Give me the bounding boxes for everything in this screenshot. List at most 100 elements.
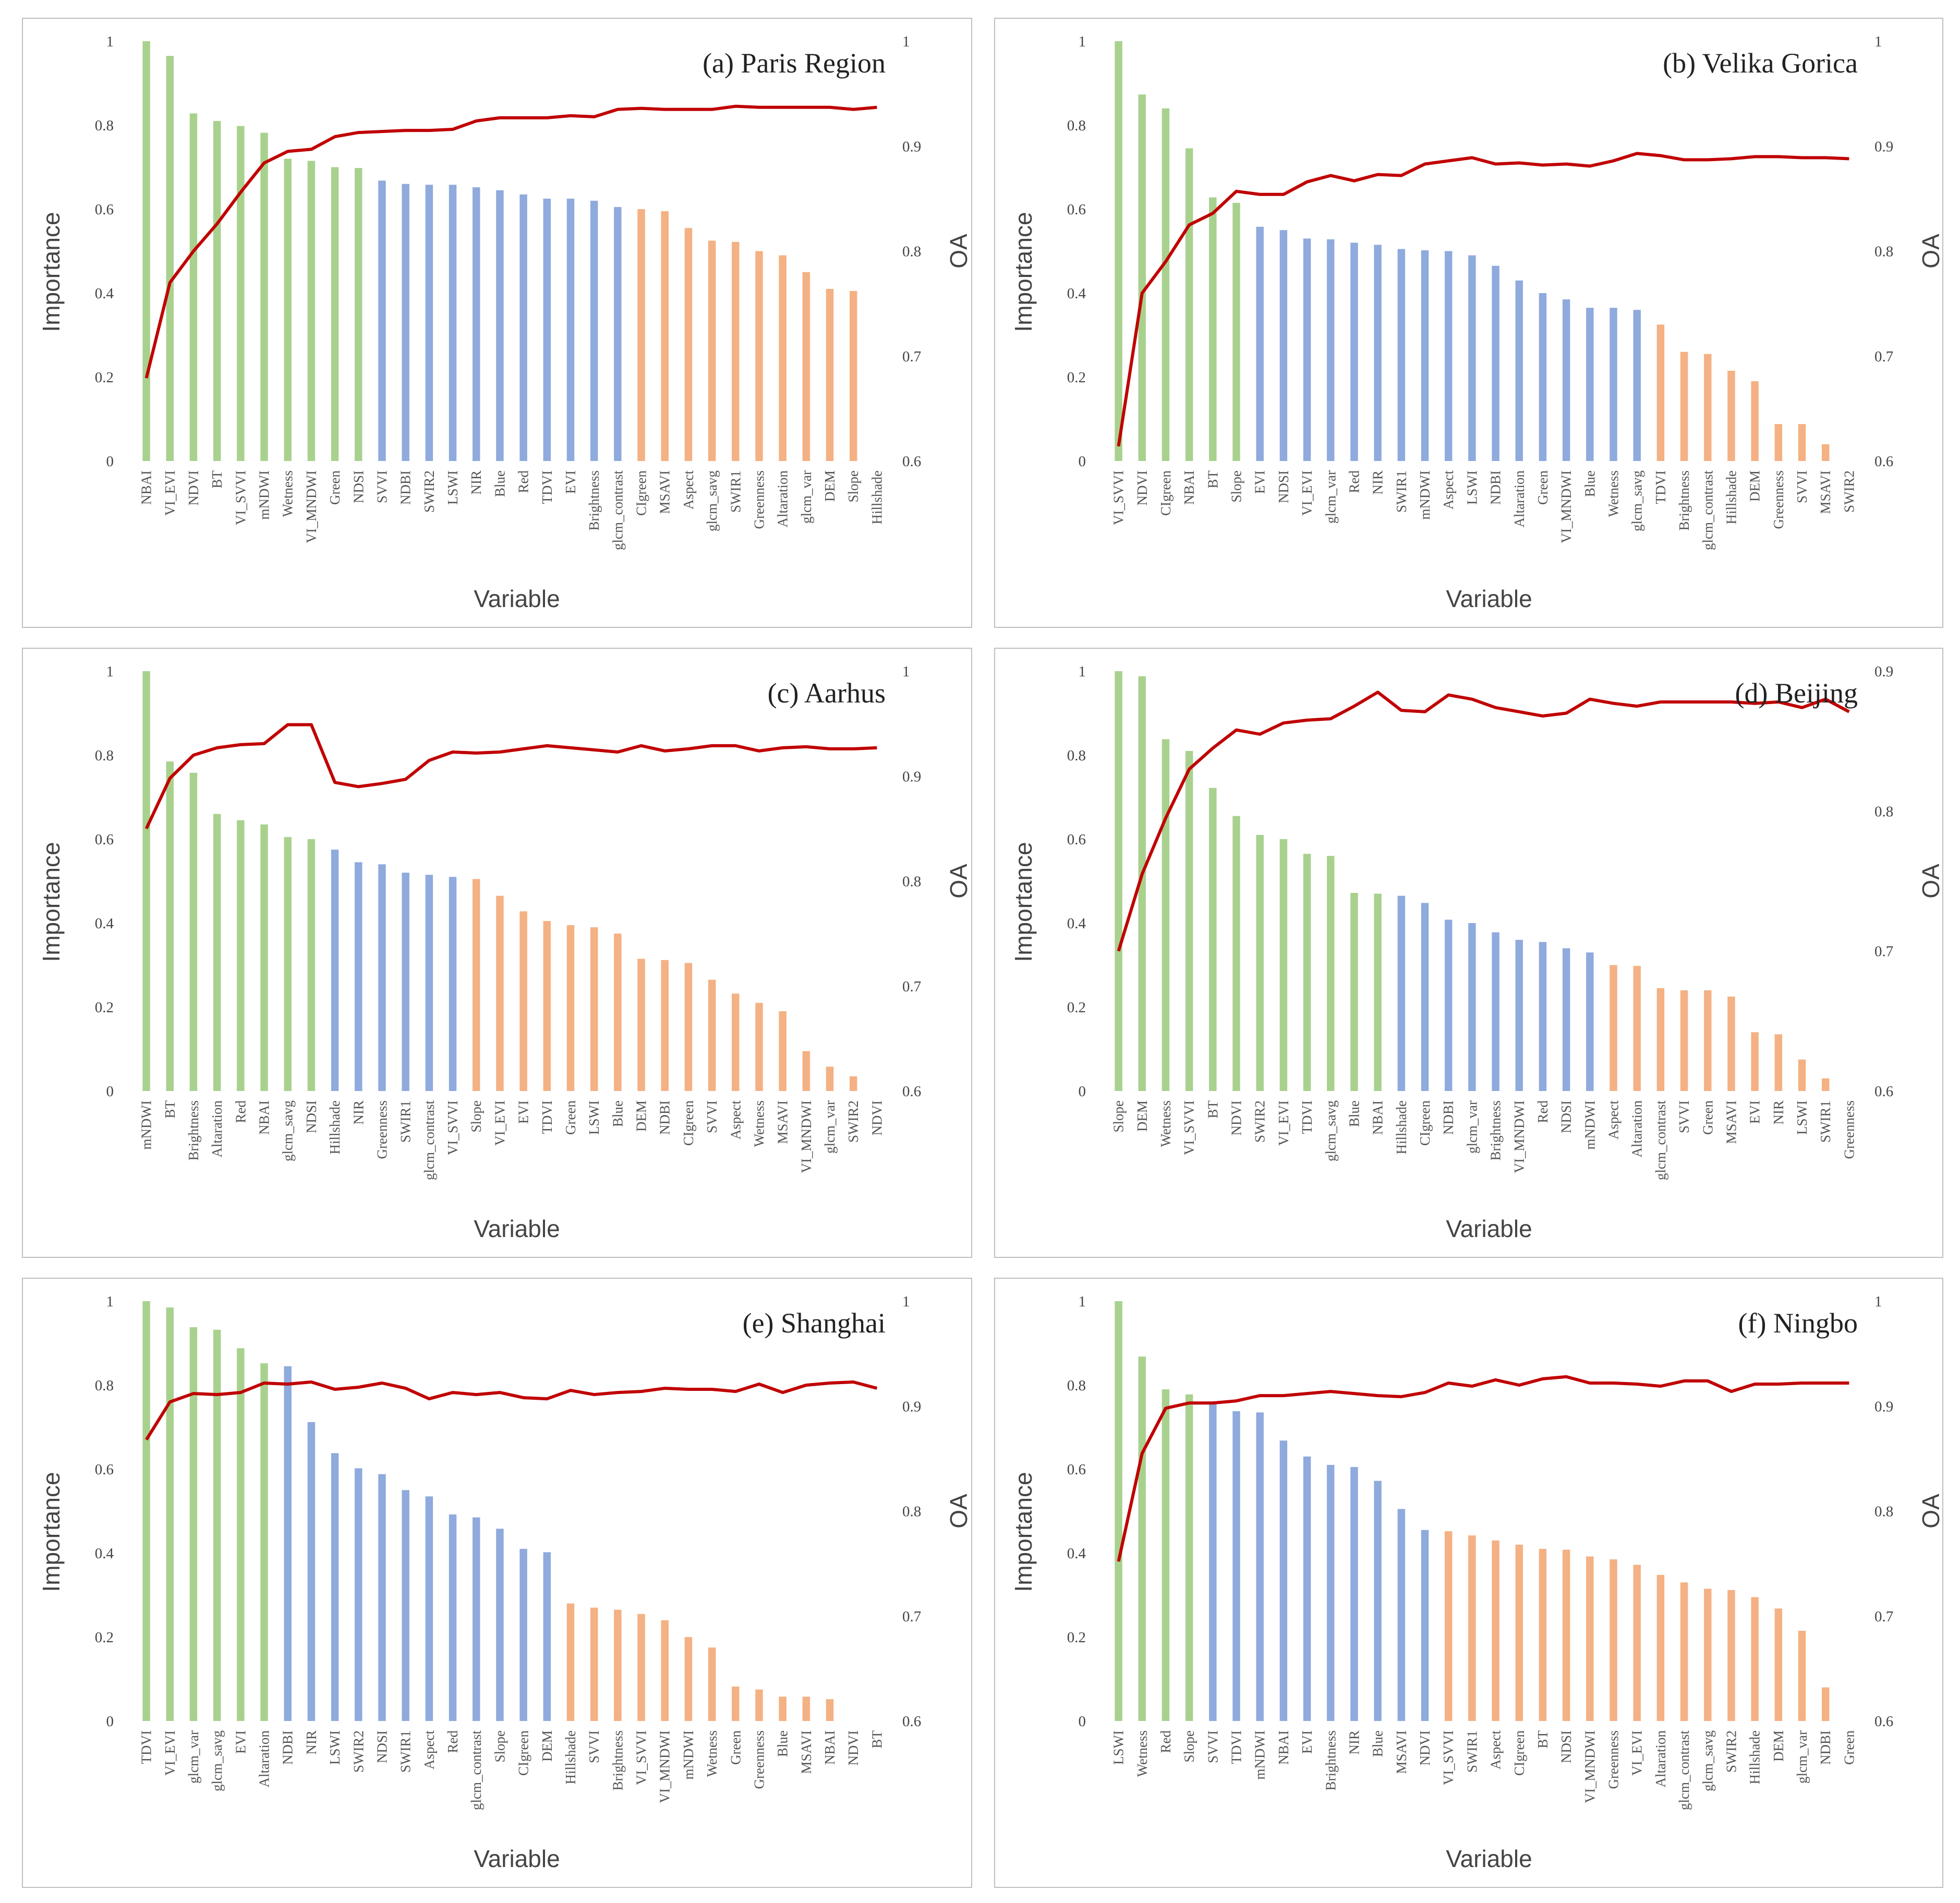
y-tick-label: 0.6	[95, 201, 114, 218]
category-label: Hillshade	[1747, 1730, 1763, 1784]
importance-bar	[142, 1301, 150, 1721]
y2-tick-label: 1	[902, 33, 910, 50]
category-label: VI_SVVI	[233, 470, 248, 525]
importance-bar	[1115, 1301, 1122, 1721]
category-label: Red	[445, 1730, 461, 1753]
y-tick-label: 0.6	[1067, 1461, 1086, 1478]
x-axis-title: Variable	[474, 1845, 560, 1872]
category-label: Red	[516, 470, 531, 493]
importance-bar	[1539, 1548, 1547, 1721]
importance-bar	[1209, 1404, 1217, 1721]
category-label: NBAI	[1276, 1730, 1291, 1765]
importance-bar	[307, 839, 316, 1091]
category-label: Blue	[1346, 1100, 1362, 1127]
category-label: SWIR2	[350, 1730, 366, 1773]
importance-bar	[189, 1327, 198, 1721]
category-label: DEM	[1134, 1100, 1150, 1132]
category-label: NDSI	[304, 1100, 319, 1133]
category-label: Brightness	[610, 1730, 625, 1791]
importance-bar	[590, 200, 598, 461]
category-label: LSWI	[1111, 1730, 1127, 1765]
importance-bar	[1798, 1059, 1806, 1091]
y-tick-label: 0	[106, 453, 114, 470]
category-label: NDVI	[845, 1730, 861, 1766]
category-label: SWIR2	[1841, 470, 1857, 513]
category-label: Green	[1700, 1100, 1715, 1135]
category-label: VI_MNDWI	[657, 1730, 673, 1803]
x-axis-title: Variable	[1446, 585, 1532, 612]
category-label: DEM	[634, 1100, 649, 1132]
importance-bar	[1303, 238, 1311, 461]
y2-tick-label: 1	[902, 663, 910, 680]
importance-bar	[402, 184, 409, 461]
category-label: EVI	[1299, 1730, 1315, 1754]
importance-bar	[284, 159, 292, 461]
importance-bar	[1209, 787, 1217, 1091]
category-label: VI_MNDWI	[1582, 1730, 1598, 1803]
importance-bar	[260, 1363, 268, 1721]
importance-bar	[331, 1453, 339, 1721]
importance-bar	[1444, 251, 1453, 461]
category-label: Aspect	[681, 470, 696, 510]
importance-bar	[637, 959, 645, 1091]
importance-bar	[1633, 310, 1641, 461]
importance-bar	[519, 1548, 527, 1721]
importance-bar	[1350, 893, 1358, 1091]
importance-bar	[1421, 250, 1429, 461]
category-label: Greenness	[374, 1100, 390, 1159]
category-label: Slope	[1111, 1100, 1127, 1133]
category-label: VI_MNDWI	[1511, 1100, 1527, 1173]
category-label: Altaration	[1511, 470, 1527, 528]
category-label: glcm_var	[822, 1100, 838, 1154]
category-label: Aspect	[1441, 470, 1456, 510]
category-label: Green	[327, 470, 343, 505]
y2-tick-label: 0.7	[1874, 348, 1893, 365]
importance-bar	[1610, 308, 1617, 461]
category-label: NDSI	[1558, 1100, 1574, 1133]
category-label: MSAVI	[1818, 470, 1833, 514]
category-label: mNDWI	[681, 1730, 696, 1779]
category-label: Brightness	[586, 470, 602, 531]
category-label: SWIR1	[398, 1730, 414, 1773]
y-tick-label: 0.8	[95, 747, 114, 764]
category-label: CIgreen	[1158, 470, 1173, 516]
category-label: VI_SVVI	[445, 1100, 461, 1155]
category-label: Red	[1158, 1730, 1173, 1753]
importance-bar	[1327, 239, 1335, 461]
y2-tick-label: 0.7	[902, 348, 921, 365]
category-label: Hillshade	[869, 470, 885, 524]
oa-line	[1117, 1375, 1849, 1562]
category-label: glcm_contrast	[468, 1730, 484, 1810]
importance-bar	[1303, 1456, 1311, 1721]
category-label: SWIR1	[1818, 1100, 1833, 1143]
category-label: VI_SVVI	[1181, 1100, 1197, 1155]
category-label: SVVI	[1794, 470, 1810, 503]
chart-svg: 0 0.2 0.4 0.6 0.8 1 0.6 0.7 0.8 0.9 1 NBAI VI_EVI NDV…	[22, 18, 972, 628]
importance-bar	[1798, 424, 1806, 461]
importance-bar	[1397, 249, 1406, 461]
chart-title: (d) Beijing	[1735, 677, 1858, 709]
y2-tick-label: 0.8	[902, 874, 921, 890]
y-tick-label: 0.4	[1067, 1545, 1086, 1562]
category-label: Slope	[468, 1100, 484, 1133]
x-axis-title: Variable	[1446, 1845, 1532, 1872]
importance-bar	[1586, 308, 1594, 461]
category-label: CIgreen	[681, 1100, 696, 1146]
category-label: glcm_savg	[209, 1730, 225, 1791]
category-label: Blue	[1370, 1730, 1386, 1757]
importance-bar	[142, 41, 150, 461]
category-label: Wetness	[1158, 1100, 1173, 1147]
x-axis-title: Variable	[1446, 1215, 1532, 1242]
importance-bar	[378, 180, 386, 461]
importance-bar	[1704, 354, 1712, 461]
y2-axis-title: OA	[945, 1494, 972, 1529]
importance-bar	[614, 1609, 622, 1721]
y-tick-label: 1	[106, 1293, 114, 1310]
importance-bar	[684, 228, 693, 461]
importance-bar	[1774, 424, 1783, 461]
category-label: Blue	[610, 1100, 625, 1127]
category-label: glcm_savg	[280, 1100, 296, 1161]
y2-tick-label: 0.6	[902, 1713, 921, 1730]
y-tick-label: 0	[106, 1083, 114, 1100]
category-label: NDBI	[657, 1100, 673, 1135]
